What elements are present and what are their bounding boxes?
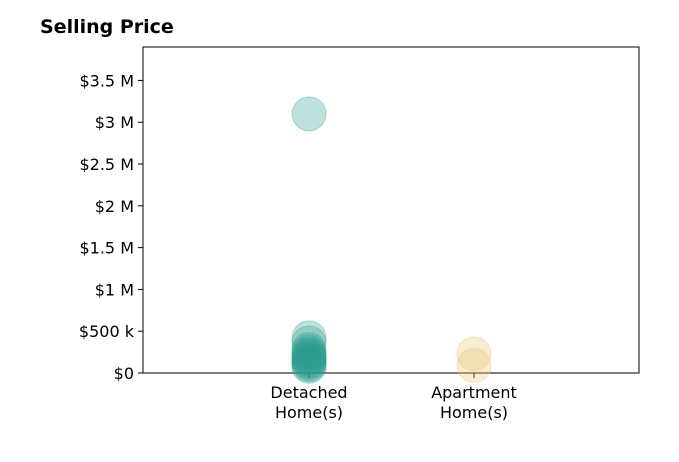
data-point (291, 343, 327, 379)
y-tick-label: $2.5 M (79, 155, 134, 174)
data-point (291, 340, 327, 376)
data-point (291, 348, 327, 384)
y-tick-label: $500 k (79, 322, 135, 341)
data-point (291, 325, 327, 361)
data-point (291, 332, 327, 368)
data-points (291, 96, 492, 384)
y-tick-label: $3.5 M (79, 71, 134, 90)
y-axis: $0 $500 k $1 M $1.5 M $2 M $2.5 M $3 M $3.5 M (79, 71, 143, 383)
data-point (456, 347, 492, 383)
x-axis: Detached Home(s) Apartment Home(s) (270, 373, 517, 422)
y-tick-label: $1.5 M (79, 239, 134, 258)
data-point (291, 334, 327, 370)
y-tick-label: $1 M (95, 280, 134, 299)
data-point (291, 345, 327, 381)
plot-frame (142, 46, 640, 374)
data-point (291, 337, 327, 373)
x-tick-label: Apartment Home(s) (431, 383, 517, 422)
y-tick-label: $3 M (95, 113, 134, 132)
data-point (291, 347, 327, 383)
data-point (456, 336, 492, 372)
data-point (291, 320, 327, 356)
y-tick-label: $2 M (95, 197, 134, 216)
data-point (291, 338, 327, 374)
chart-title: Selling Price (40, 16, 174, 38)
x-tick-label: Detached Home(s) (270, 383, 347, 422)
y-tick-label: $0 (114, 364, 134, 383)
data-point (291, 342, 327, 378)
data-point (291, 96, 327, 132)
